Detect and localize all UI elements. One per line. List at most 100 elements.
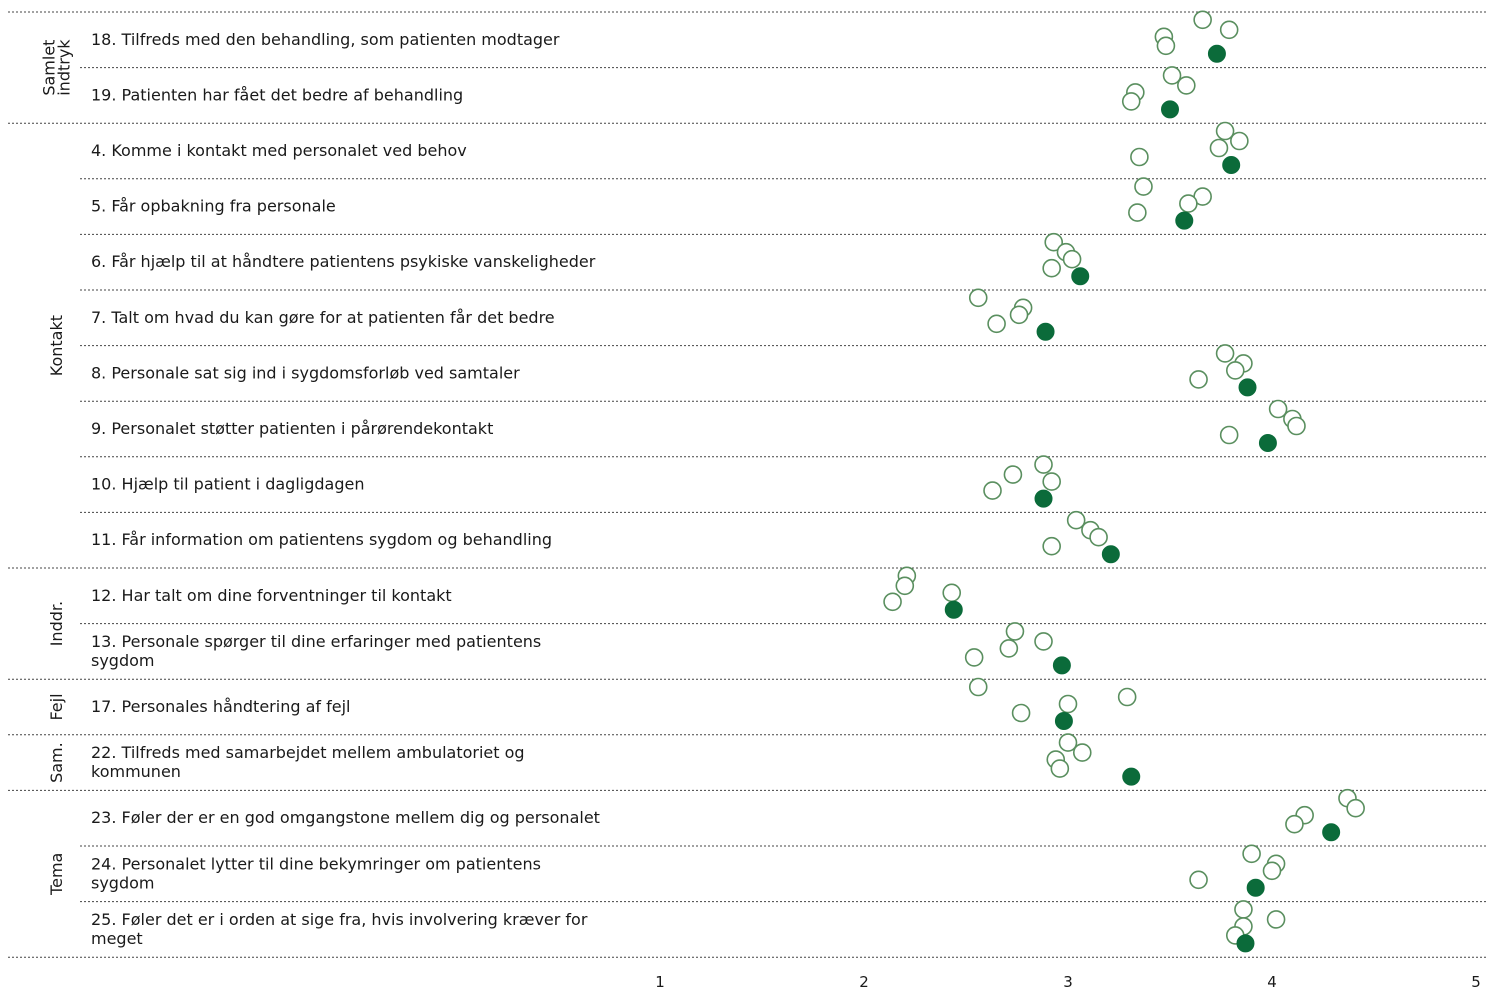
- comparison-point: [1034, 455, 1053, 474]
- item-label: 24. Personalet lytter til dine bekymring…: [91, 854, 541, 873]
- highlight-point: [1175, 211, 1194, 230]
- comparison-point: [1128, 203, 1147, 222]
- comparison-point: [1162, 66, 1182, 85]
- comparison-point: [1117, 687, 1137, 707]
- item-label: 6. Får hjælp til at håndtere patientens …: [91, 252, 596, 271]
- comparison-point: [1034, 632, 1053, 651]
- comparison-point: [1177, 76, 1196, 95]
- item-label: 17. Personales håndtering af fejl: [91, 697, 350, 716]
- comparison-point: [1262, 861, 1282, 881]
- comparison-point: [1044, 232, 1064, 252]
- comparison-point: [1219, 425, 1239, 445]
- x-tick-label: 4: [1267, 973, 1277, 991]
- comparison-point: [1050, 759, 1070, 778]
- comparison-point: [1285, 814, 1304, 834]
- highlight-point: [944, 600, 963, 619]
- x-tick-label: 1: [655, 973, 665, 991]
- comparison-point: [964, 648, 984, 667]
- comparison-point: [1011, 703, 1031, 723]
- comparison-point: [1062, 249, 1082, 269]
- comparison-point: [1234, 900, 1253, 919]
- comparison-point: [1230, 131, 1249, 151]
- comparison-point: [1346, 798, 1365, 818]
- comparison-point: [1130, 147, 1149, 167]
- highlight-point: [1034, 489, 1053, 508]
- item-label: sygdom: [91, 873, 155, 892]
- highlight-point: [1161, 100, 1179, 119]
- x-tick-label: 3: [1063, 973, 1073, 991]
- comparison-point: [1189, 870, 1208, 890]
- group-label: Kontakt: [47, 315, 66, 376]
- comparison-point: [1005, 622, 1025, 641]
- item-label: 4. Komme i kontakt med personalet ved be…: [91, 141, 467, 160]
- group-label: Fejl: [47, 693, 66, 720]
- item-label: 9. Personalet støtter patienten i pårøre…: [91, 419, 493, 438]
- item-label: 8. Personale sat sig ind i sygdomsforløb…: [91, 363, 520, 382]
- item-labels: 18. Tilfreds med den behandling, som pat…: [91, 30, 600, 948]
- comparison-point: [895, 576, 915, 596]
- highlight-point: [1071, 267, 1090, 286]
- comparison-point: [1042, 536, 1061, 556]
- comparison-point: [1134, 177, 1153, 196]
- highlight-point: [1258, 434, 1277, 452]
- item-label: 25. Føler det er i orden at sige fra, hv…: [91, 910, 588, 929]
- data-points: [883, 10, 1365, 953]
- highlight-point: [1236, 934, 1255, 953]
- comparison-point: [968, 288, 988, 308]
- comparison-point: [1179, 194, 1198, 213]
- item-label: 18. Tilfreds med den behandling, som pat…: [91, 30, 560, 49]
- comparison-point: [1225, 361, 1245, 380]
- item-label: meget: [91, 929, 143, 948]
- item-label: 19. Patienten har fået det bedre af beha…: [91, 85, 463, 104]
- item-label: 12. Har talt om dine forventninger til k…: [91, 586, 452, 605]
- highlight-point: [1246, 878, 1265, 897]
- comparison-point: [1003, 465, 1023, 484]
- highlight-point: [1054, 712, 1073, 730]
- comparison-point: [1058, 694, 1078, 714]
- highlight-point: [1036, 322, 1055, 341]
- highlight-point: [1222, 156, 1241, 174]
- x-tick-label: 2: [859, 973, 869, 991]
- comparison-point: [1219, 20, 1239, 40]
- comparison-point: [1209, 138, 1229, 158]
- comparison-point: [968, 677, 988, 697]
- comparison-point: [1189, 370, 1208, 389]
- group-label: Tema: [47, 853, 66, 896]
- comparison-point: [1268, 399, 1288, 419]
- group-label: Inddr.: [47, 601, 66, 646]
- group-label: Sam.: [47, 742, 66, 783]
- comparison-point: [1193, 10, 1212, 30]
- comparison-point: [883, 592, 902, 612]
- item-label: 10. Hjælp til patient i dagligdagen: [91, 475, 364, 494]
- item-label: 7. Talt om hvad du kan gøre for at patie…: [91, 308, 555, 327]
- comparison-point: [1072, 743, 1092, 762]
- highlight-point: [1122, 767, 1141, 786]
- item-label: sygdom: [91, 651, 155, 670]
- comparison-point: [1009, 305, 1029, 325]
- highlight-point: [1101, 545, 1120, 564]
- comparison-point: [1266, 910, 1286, 929]
- item-label: 13. Personale spørger til dine erfaringe…: [91, 632, 541, 651]
- highlight-point: [1238, 378, 1257, 397]
- group-label: Samlet: [40, 40, 59, 96]
- group-label: indtryk: [55, 39, 74, 96]
- comparison-point: [1242, 844, 1261, 864]
- comparison-point: [983, 481, 1002, 500]
- x-axis: 1 2 3 4 5: [655, 973, 1481, 991]
- comparison-point: [1089, 527, 1108, 547]
- comparison-point: [1042, 258, 1061, 278]
- highlight-point: [1052, 656, 1071, 675]
- comparison-point: [1066, 510, 1086, 530]
- comparison-point: [1058, 733, 1078, 752]
- comparison-point: [1287, 416, 1306, 436]
- item-label: kommunen: [91, 762, 181, 781]
- item-label: 5. Får opbakning fra personale: [91, 197, 336, 216]
- comparison-point: [1215, 344, 1235, 363]
- comparison-point: [1042, 472, 1061, 491]
- comparison-point: [942, 583, 962, 603]
- comparison-point: [987, 314, 1006, 334]
- item-label: 11. Får information om patientens sygdom…: [91, 530, 552, 549]
- comparison-point: [1215, 121, 1235, 141]
